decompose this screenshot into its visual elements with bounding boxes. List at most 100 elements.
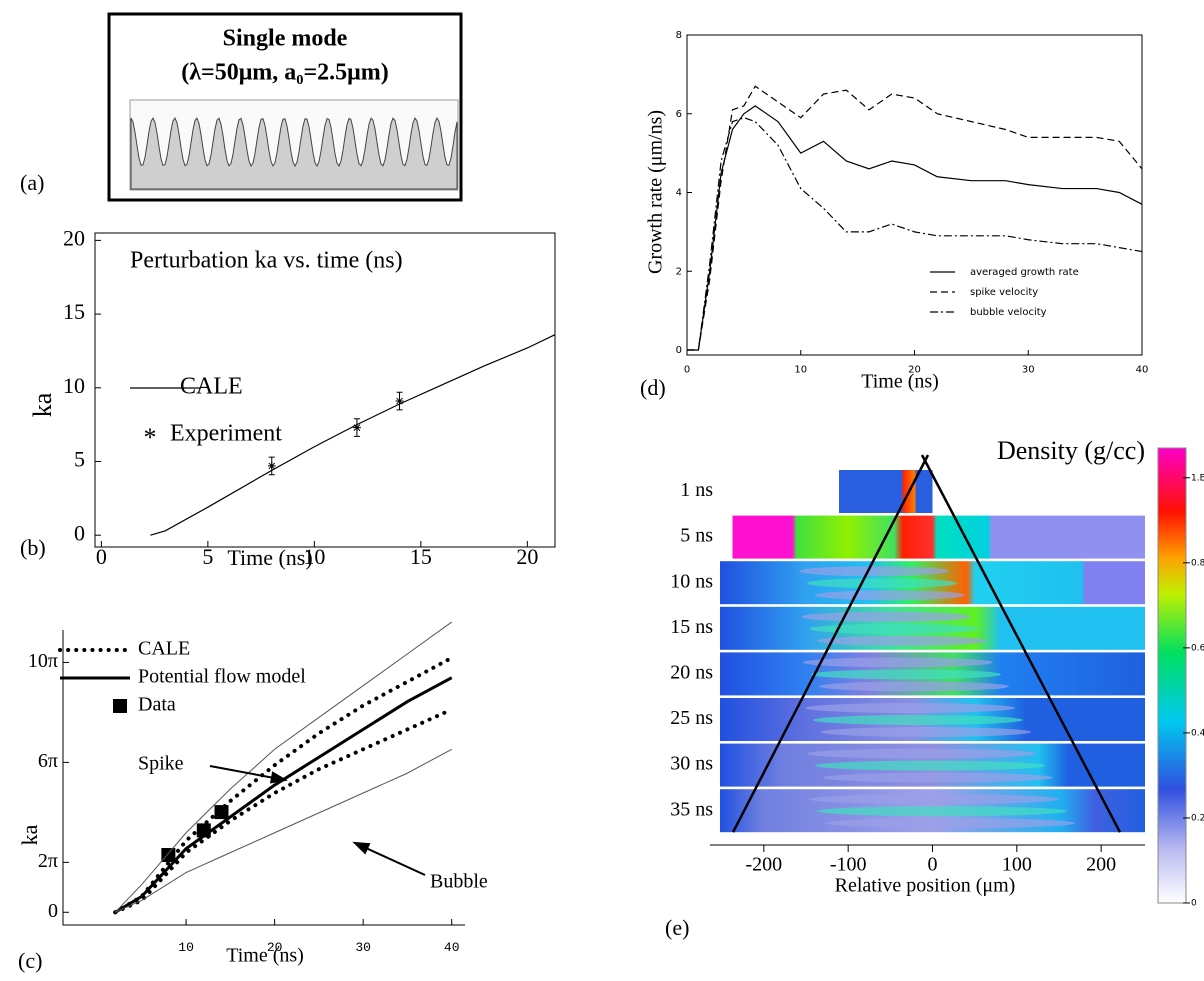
figure: Single mode (λ=50μm, a₀=2.5μm) (a) (b) (… [0,0,1204,981]
x-axis-label: Time (ns) [226,945,304,967]
legend-label: CALE [138,638,190,660]
row-label: 20 ns [670,661,713,683]
density-finger [819,681,1009,691]
y-tick-label: 10 [63,373,85,398]
density-finger [825,818,1075,828]
plot-frame [95,233,555,547]
legend-label: spike velocity [970,287,1038,298]
x-axis-label: Time (ns) [861,371,939,393]
y-tick-label: 20 [63,225,85,250]
row-label: 1 ns [680,479,713,501]
y-tick-label: 0 [676,345,682,356]
x-tick-label: 20 [516,544,538,569]
density-finger [813,715,1023,725]
data-line [687,106,1142,350]
data-line [687,118,1142,350]
density-finger [807,749,1037,759]
colorbar [1158,448,1186,903]
y-tick-label: 8 [676,30,682,41]
data-line [115,710,451,913]
y-tick-label: 5 [74,447,85,472]
x-tick-label: 0 [96,544,107,569]
y-axis-label: Growth rate (μm/ns) [645,110,667,274]
colorbar-tick-label: 0.8 [1191,558,1204,568]
x-tick-label: 100 [1002,854,1032,876]
density-finger [823,773,1053,783]
y-tick-label: 2 [676,266,682,277]
x-tick-label: 40 [444,940,460,955]
y-axis-label: ka [28,392,57,417]
x-tick-label: 10 [794,364,807,375]
density-finger [801,612,971,622]
legend-label: CALE [180,374,243,400]
colorbar-tick-label: 0.4 [1191,728,1204,738]
density-finger [803,657,993,667]
y-tick-label: 10π [28,650,58,672]
legend-label: bubble velocity [970,307,1047,318]
colorbar-tick-label: 0.6 [1191,643,1204,653]
density-finger [807,578,957,588]
panel-label: (a) [20,170,44,195]
y-tick-label: 15 [63,299,85,324]
x-tick-label: 200 [1086,854,1116,876]
density-finger [809,794,1059,804]
density-finger [817,636,987,646]
x-tick-label: 0 [928,854,938,876]
legend-label: Potential flow model [138,666,306,688]
density-finger [817,806,1067,816]
panel-a-subtitle: (λ=50μm, a₀=2.5μm) [181,60,389,86]
annotation: Bubble [430,871,488,893]
row-label: 25 ns [670,707,713,729]
panel-label: (c) [18,948,42,973]
row-label: 5 ns [680,525,713,547]
x-tick-label: 10 [178,940,194,955]
data-line [687,86,1142,350]
density-finger [821,727,1031,737]
colorbar-tick-label: 0 [1191,899,1197,909]
x-tick-label: 5 [202,544,213,569]
panel-label: (d) [640,375,666,400]
density-finger [815,761,1045,771]
density-strip [720,516,1145,559]
annotation-arrow [355,843,425,875]
y-axis-label: ka [17,824,42,845]
y-tick-label: 2π [38,850,58,872]
panel-label: (e) [665,915,689,940]
legend-label: Data [138,694,176,716]
x-tick-label: 30 [355,940,371,955]
density-finger [805,703,1015,713]
x-tick-label: 15 [410,544,432,569]
density-finger [815,590,965,600]
data-point [214,805,228,819]
density-finger [799,566,949,576]
panel-a-title: Single mode [223,26,348,52]
chart-title: Density (g/cc) [997,436,1145,465]
colorbar-tick-label: 1.E0 [1191,473,1204,483]
panel-label: (b) [20,535,46,560]
x-tick-label: 40 [1136,364,1149,375]
data-point [197,823,211,837]
row-label: 15 ns [670,616,713,638]
x-tick-label: 0 [684,364,690,375]
row-label: 35 ns [670,798,713,820]
density-finger [811,669,1001,679]
y-tick-label: 4 [676,188,682,199]
x-tick-label: -200 [746,854,783,876]
colorbar-tick-label: 0.2 [1191,813,1204,823]
chart-title: Perturbation ka vs. time (ns) [130,248,403,274]
y-tick-label: 0 [48,900,58,922]
legend-marker: * [144,423,157,452]
y-tick-label: 6 [676,109,682,120]
row-label: 10 ns [670,570,713,592]
x-axis-label: Relative position (μm) [835,875,1016,897]
x-tick-label: 30 [1022,364,1035,375]
y-tick-label: 6π [38,750,58,772]
annotation: Spike [138,753,184,775]
x-tick-label: -100 [830,854,867,876]
legend-label: Experiment [170,421,282,447]
data-point [161,848,175,862]
y-tick-label: 0 [74,520,85,545]
plot-frame [687,35,1142,355]
legend-label: averaged growth rate [970,267,1079,278]
row-label: 30 ns [670,753,713,775]
